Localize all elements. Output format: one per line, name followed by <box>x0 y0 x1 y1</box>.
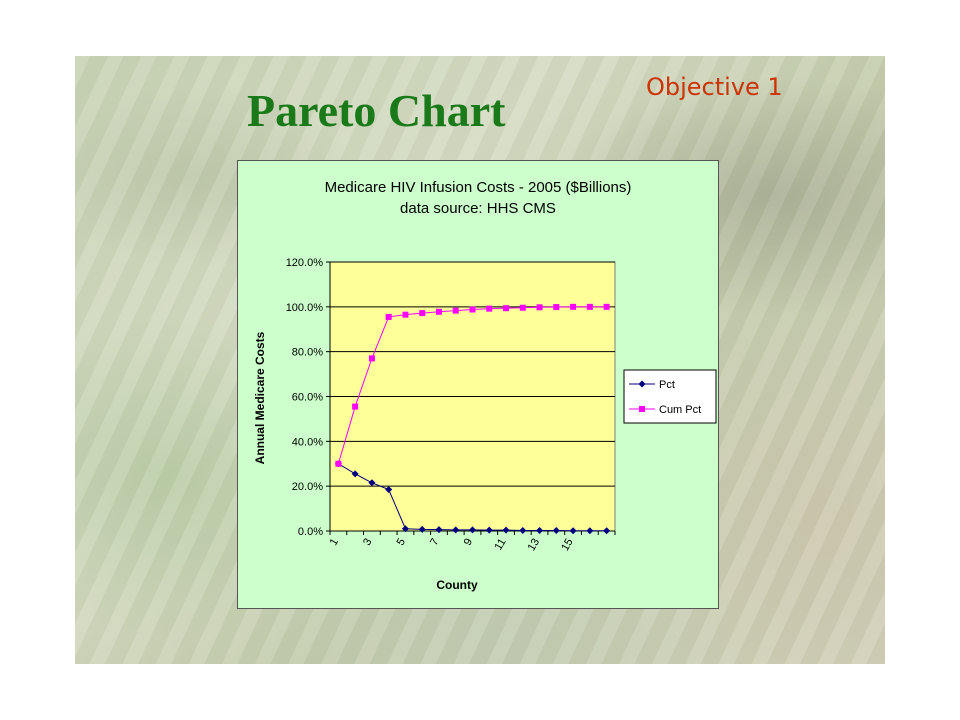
data-point-pct <box>435 526 443 534</box>
slide-title: Pareto Chart <box>247 85 506 136</box>
y-tick-label: 40.0% <box>292 436 323 448</box>
data-point-pct <box>603 527 611 535</box>
legend: Pct Cum Pct <box>623 369 717 424</box>
y-tick-label: 60.0% <box>292 392 323 404</box>
x-tick-label: 9 <box>462 537 475 548</box>
x-tick-label: 1 <box>328 537 341 548</box>
y-tick-label: 20.0% <box>292 481 323 493</box>
data-point-cum-pct <box>503 305 510 312</box>
data-point-cum-pct <box>335 460 342 467</box>
data-point-pct <box>385 486 393 494</box>
data-point-cum-pct <box>553 304 560 311</box>
x-tick-label: 11 <box>493 537 509 553</box>
legend-box <box>623 369 717 424</box>
series-group <box>334 303 611 535</box>
data-point-pct <box>368 479 376 487</box>
data-point-pct <box>401 525 409 533</box>
objective-label: Objective 1 <box>646 73 783 101</box>
chart-title: Medicare HIV Infusion Costs - 2005 ($Bil… <box>325 179 632 196</box>
y-tick-label: 100.0% <box>286 302 324 314</box>
data-point-cum-pct <box>519 304 526 311</box>
chart-subtitle: data source: HHS CMS <box>400 200 556 217</box>
legend-label-pct: Pct <box>659 379 675 391</box>
x-axis-ticks: 1 3 5 7 9 11 13 15 <box>328 530 616 554</box>
data-point-pct <box>569 527 577 535</box>
y-tick-label: 80.0% <box>292 347 323 359</box>
data-point-pct <box>418 525 426 533</box>
data-point-cum-pct <box>452 307 459 314</box>
x-axis-label: County <box>436 578 478 592</box>
data-point-pct <box>469 526 476 534</box>
y-tick-label: 0.0% <box>298 526 323 538</box>
data-point-cum-pct <box>435 308 442 315</box>
x-tick-label: 15 <box>559 537 576 554</box>
legend-marker-pct <box>638 380 646 388</box>
x-tick-label: 7 <box>428 537 441 548</box>
data-point-pct <box>452 526 460 534</box>
data-point-cum-pct <box>603 303 610 310</box>
y-tick-label: 120.0% <box>286 257 324 269</box>
data-point-cum-pct <box>352 403 359 410</box>
data-point-pct <box>586 527 594 535</box>
data-point-cum-pct <box>385 313 392 320</box>
data-point-pct <box>519 527 527 535</box>
data-point-pct <box>351 470 359 478</box>
data-point-cum-pct <box>419 310 426 317</box>
data-point-pct <box>536 527 544 535</box>
data-point-cum-pct <box>402 311 409 318</box>
data-point-pct <box>502 526 510 534</box>
data-point-cum-pct <box>469 306 476 313</box>
data-point-cum-pct <box>536 304 543 311</box>
x-tick-label: 3 <box>361 537 374 548</box>
data-point-cum-pct <box>486 305 493 312</box>
legend-marker-cum-pct <box>639 406 645 412</box>
x-tick-label: 5 <box>395 537 408 548</box>
y-axis-ticks: 0.0% 20.0% 40.0% 60.0% 80.0% 100.0% 120.0% <box>286 257 331 538</box>
data-point-cum-pct <box>368 355 375 362</box>
x-tick-label: 13 <box>526 537 543 554</box>
pareto-chart: Medicare HIV Infusion Costs - 2005 ($Bil… <box>253 179 717 592</box>
data-point-cum-pct <box>570 303 577 310</box>
data-point-cum-pct <box>586 303 593 310</box>
data-point-pct <box>485 526 493 534</box>
data-point-pct <box>552 527 560 535</box>
y-axis-label: Annual Medicare Costs <box>253 331 267 464</box>
chart-area: Medicare HIV Infusion Costs - 2005 ($Bil… <box>237 160 719 609</box>
legend-label-cum-pct: Cum Pct <box>659 404 701 416</box>
